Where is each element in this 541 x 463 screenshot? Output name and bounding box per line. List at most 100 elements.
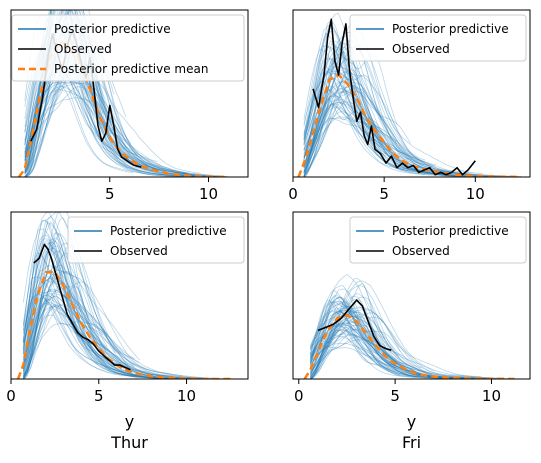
legend-label: Posterior predictive mean bbox=[54, 62, 208, 76]
posterior-predictive-line bbox=[303, 106, 454, 177]
posterior-predictive-line bbox=[22, 273, 169, 379]
posterior-predictive-line bbox=[309, 336, 414, 378]
legend-label: Posterior predictive bbox=[392, 22, 509, 36]
posterior-predictive-line bbox=[24, 49, 222, 177]
posterior-predictive-line bbox=[22, 277, 204, 379]
panel-bottom-left: 0 5 10 y Thur Posterior predictive Observed bbox=[6, 211, 249, 452]
posterior-predictive-line bbox=[22, 288, 220, 379]
posterior-predictive-line bbox=[22, 271, 146, 373]
panel-title: Fri bbox=[402, 433, 421, 452]
posterior-predictive-line bbox=[22, 243, 108, 379]
posterior-predictive-mean-line bbox=[16, 271, 231, 379]
x-tick-label: 5 bbox=[390, 387, 400, 405]
posterior-predictive-line bbox=[22, 219, 171, 379]
x-tick-label: 0 bbox=[294, 387, 304, 405]
posterior-predictive-line bbox=[22, 295, 221, 379]
posterior-predictive-line bbox=[309, 310, 434, 379]
posterior-predictive-line bbox=[303, 70, 462, 177]
posterior-predictive-line bbox=[22, 250, 161, 377]
posterior-predictive-line bbox=[309, 325, 463, 379]
posterior-predictive-line bbox=[303, 35, 411, 169]
posterior-predictive-line bbox=[303, 71, 485, 177]
posterior-predictive-line bbox=[22, 240, 141, 377]
x-tick-label: 0 bbox=[6, 387, 16, 405]
panel-top-right: 0 5 10 Posterior predictive Observed bbox=[288, 9, 531, 203]
posterior-predictive-line bbox=[22, 217, 129, 379]
posterior-predictive-line bbox=[309, 310, 420, 377]
posterior-predictive-line bbox=[303, 76, 409, 177]
axes-frame bbox=[292, 211, 531, 380]
posterior-predictive-line bbox=[22, 292, 174, 377]
posterior-predictive-line bbox=[309, 306, 397, 379]
posterior-predictive-line bbox=[24, 97, 150, 167]
legend: Posterior predictive Observed bbox=[349, 216, 527, 264]
posterior-predictive-line bbox=[303, 117, 432, 174]
posterior-predictive-line bbox=[22, 294, 139, 378]
posterior-predictive-line bbox=[24, 70, 129, 177]
posterior-predictive-line bbox=[309, 322, 417, 378]
posterior-predictive-mean-line bbox=[17, 40, 229, 177]
x-tick-label: 10 bbox=[199, 185, 218, 203]
posterior-predictive-line bbox=[22, 265, 109, 368]
posterior-predictive-line bbox=[303, 86, 470, 173]
posterior-predictive-line bbox=[309, 280, 481, 378]
posterior-predictive-line bbox=[309, 322, 466, 379]
posterior-predictive-line bbox=[309, 324, 422, 379]
posterior-predictive-line bbox=[22, 264, 107, 365]
posterior-predictive-line bbox=[24, 81, 203, 177]
posterior-predictive-line bbox=[309, 307, 498, 379]
posterior-predictive-line bbox=[303, 89, 430, 175]
posterior-predictive-line bbox=[303, 89, 508, 177]
posterior-predictive-line bbox=[22, 287, 190, 378]
posterior-predictive-line bbox=[303, 97, 387, 167]
posterior-predictive-line bbox=[22, 303, 156, 377]
posterior-predictive-line bbox=[303, 116, 510, 177]
posterior-predictive-line bbox=[303, 99, 490, 177]
posterior-predictive-line bbox=[22, 252, 167, 379]
posterior-predictive-line bbox=[22, 220, 178, 379]
observed-line bbox=[317, 299, 392, 351]
posterior-predictive-line bbox=[23, 252, 135, 379]
posterior-predictive-line bbox=[22, 305, 159, 378]
posterior-predictive-line bbox=[303, 22, 483, 177]
posterior-predictive-line bbox=[22, 221, 108, 375]
posterior-predictive-line bbox=[309, 293, 435, 375]
posterior-predictive-line bbox=[309, 296, 384, 369]
posterior-predictive-line bbox=[303, 90, 436, 169]
posterior-predictive-line bbox=[22, 232, 97, 347]
posterior-predictive-line bbox=[309, 300, 434, 377]
posterior-predictive-line bbox=[303, 40, 429, 173]
legend-label: Observed bbox=[392, 244, 450, 258]
posterior-predictive-line bbox=[303, 84, 449, 173]
posterior-predictive-line bbox=[309, 311, 442, 377]
posterior-predictive-line bbox=[24, 10, 127, 166]
posterior-predictive-line bbox=[309, 345, 420, 378]
posterior-predictive-line bbox=[310, 284, 490, 379]
panel-bottom-right: 0 5 10 y Fri Posterior predictive Observed bbox=[292, 211, 531, 452]
posterior-predictive-line bbox=[303, 57, 495, 177]
posterior-predictive-line bbox=[303, 12, 441, 173]
posterior-predictive-line bbox=[24, 29, 160, 171]
legend: Posterior predictive Observed bbox=[349, 14, 527, 62]
legend-label: Posterior predictive bbox=[110, 224, 227, 238]
posterior-predictive-line bbox=[309, 309, 482, 379]
posterior-predictive-line bbox=[24, 10, 226, 177]
panel-title: Thur bbox=[110, 433, 148, 452]
posterior-predictive-line bbox=[310, 277, 400, 379]
posterior-predictive-line bbox=[309, 329, 416, 377]
posterior-predictive-line bbox=[22, 289, 126, 374]
posterior-predictive-line bbox=[24, 81, 189, 177]
posterior-predictive-line bbox=[310, 317, 401, 379]
posterior-predictive-line bbox=[303, 101, 497, 177]
posterior-predictive-line bbox=[309, 283, 386, 372]
x-tick-label: 5 bbox=[105, 185, 115, 203]
legend-label: Observed bbox=[110, 244, 168, 258]
posterior-predictive-line bbox=[22, 270, 104, 358]
observed-line bbox=[33, 243, 131, 371]
posterior-predictive-line bbox=[24, 80, 182, 177]
posterior-predictive-line bbox=[22, 232, 153, 379]
posterior-predictive-line bbox=[303, 58, 398, 157]
posterior-predictive-line bbox=[310, 325, 464, 379]
legend-label: Posterior predictive bbox=[392, 224, 509, 238]
